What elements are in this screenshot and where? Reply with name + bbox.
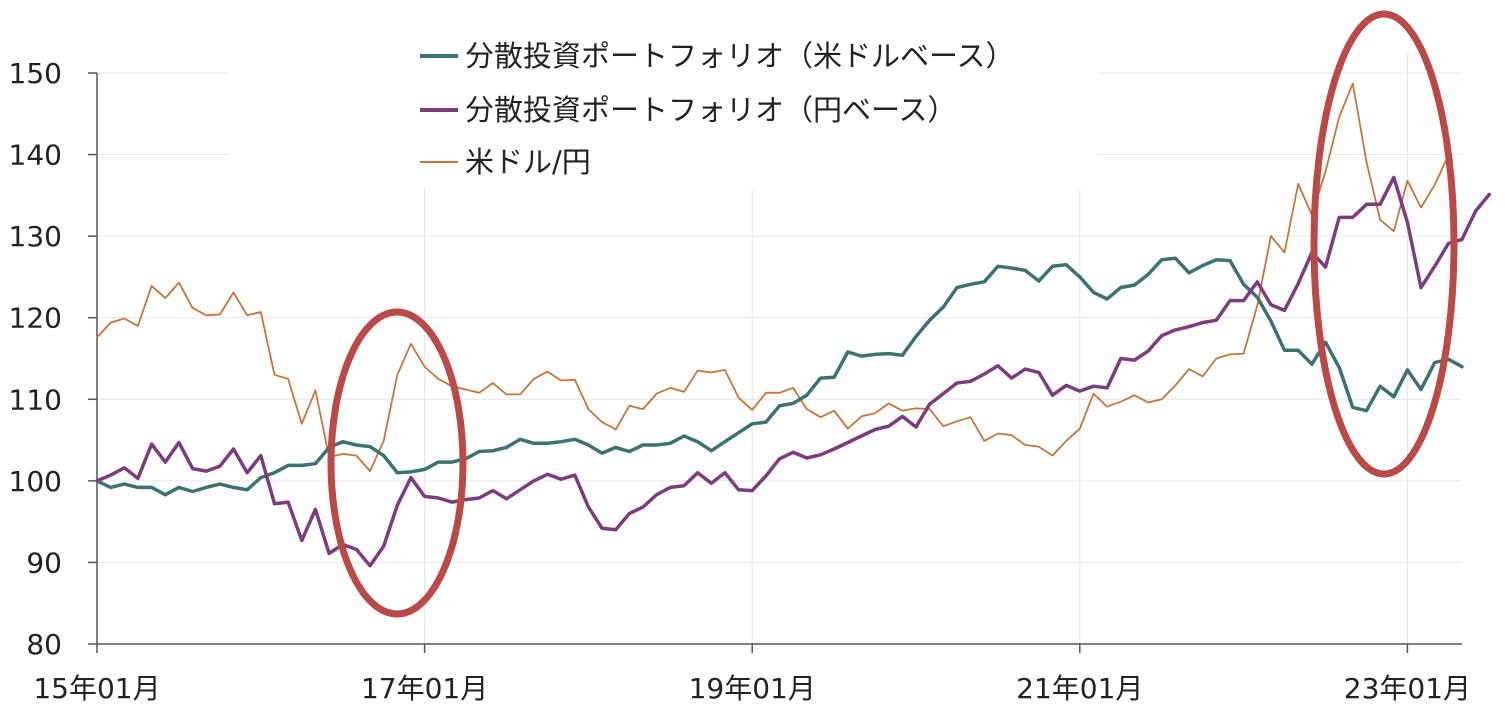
- y-tick-label: 120: [9, 302, 62, 335]
- y-tick-label: 100: [9, 465, 62, 498]
- y-tick-label: 110: [9, 383, 62, 416]
- legend-item-usdjpy: 米ドル/円: [465, 145, 591, 179]
- series-line-jpy-portfolio: [95, 175, 1492, 568]
- y-tick-label: 130: [9, 220, 62, 253]
- y-tick-label: 80: [26, 628, 62, 661]
- annotation-ellipse-2022: [1310, 10, 1458, 478]
- x-tick-label: 17年01月: [361, 672, 488, 705]
- legend-item-usd-portfolio: 分散投資ポートフォリオ（米ドルベース）: [465, 39, 1015, 73]
- x-tick-label: 23年01月: [1344, 672, 1471, 705]
- y-tick-label: 90: [26, 546, 62, 579]
- y-tick-label: 150: [9, 57, 62, 90]
- x-tick-label: 19年01月: [689, 672, 816, 705]
- series-line-usdjpy: [96, 82, 1450, 473]
- y-tick-label: 140: [9, 139, 62, 172]
- series-line-usd-portfolio: [95, 256, 1464, 497]
- annotation-ellipse-2016: [327, 308, 467, 618]
- x-tick-label: 15年01月: [33, 672, 160, 705]
- legend-item-jpy-portfolio: 分散投資ポートフォリオ（円ベース）: [465, 93, 957, 127]
- legend-backdrop: [228, 28, 1098, 188]
- x-tick-label: 21年01月: [1016, 672, 1143, 705]
